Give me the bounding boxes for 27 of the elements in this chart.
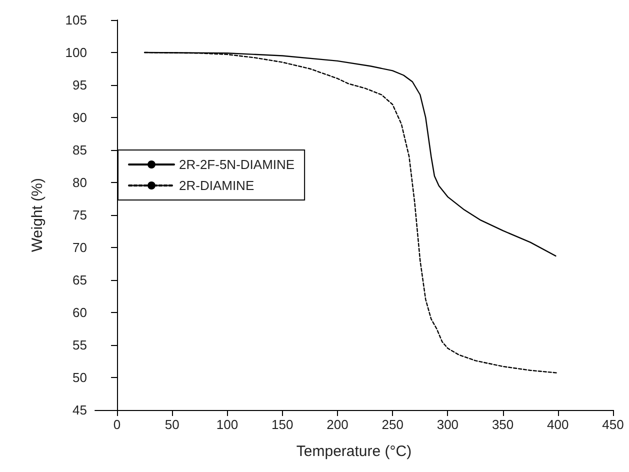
x-tick-label: 50 (164, 417, 180, 432)
x-tick-label: 450 (602, 417, 624, 432)
y-tick-label: 105 (65, 12, 87, 28)
x-tick-label: 200 (326, 417, 348, 432)
y-tick-label: 100 (65, 45, 87, 60)
x-tick-label: 150 (272, 417, 294, 432)
y-tick-label: 60 (72, 305, 87, 320)
x-tick-label: 0 (113, 417, 121, 432)
x-tick-label: 350 (492, 417, 514, 432)
legend-label: 2R-DIAMINE (179, 178, 254, 193)
y-tick-label: 95 (72, 78, 87, 92)
y-tick-label: 75 (72, 208, 87, 222)
x-tick-label: 250 (382, 417, 404, 432)
y-tick-label: 85 (72, 142, 87, 158)
y-tick-label: 70 (72, 240, 87, 255)
x-axis-title: Temperature (°C) (296, 443, 412, 460)
y-tick-label: 55 (72, 338, 87, 352)
y-tick-label: 80 (72, 175, 87, 190)
y-axis-title: Weight (%) (29, 178, 46, 252)
y-tick-label: 65 (72, 272, 87, 288)
x-tick-label: 400 (547, 417, 569, 432)
y-tick-label: 45 (72, 402, 87, 418)
x-tick-label: 300 (436, 417, 459, 432)
legend-label: 2R-2F-5N-DIAMINE (179, 157, 295, 172)
y-tick-label: 50 (72, 370, 87, 385)
y-tick-label: 90 (72, 110, 87, 125)
x-tick-label: 100 (216, 417, 238, 432)
